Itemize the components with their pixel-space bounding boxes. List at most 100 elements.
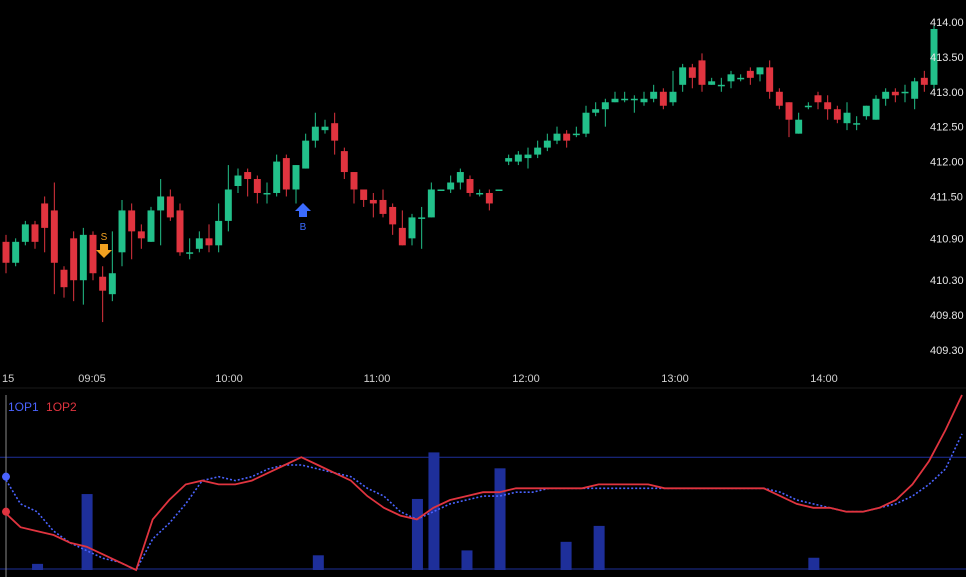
candle[interactable] (862, 105, 870, 120)
candle[interactable] (89, 231, 97, 281)
candle[interactable] (688, 63, 696, 89)
candle[interactable] (2, 234, 10, 274)
candle[interactable] (495, 189, 503, 191)
candle[interactable] (331, 112, 339, 155)
candle[interactable] (853, 116, 861, 131)
candle[interactable] (524, 147, 532, 169)
candle[interactable] (563, 130, 571, 148)
candle[interactable] (466, 175, 474, 197)
candle[interactable] (872, 95, 880, 120)
candle[interactable] (292, 165, 300, 204)
oscillator-pane[interactable] (0, 387, 966, 577)
candle[interactable] (708, 77, 716, 85)
candle[interactable] (804, 102, 812, 110)
candle[interactable] (882, 88, 890, 106)
candle[interactable] (534, 140, 542, 159)
candle[interactable] (592, 102, 600, 117)
candle[interactable] (21, 220, 29, 246)
candle[interactable] (215, 203, 223, 253)
candle[interactable] (253, 175, 261, 204)
candle[interactable] (456, 168, 464, 190)
candle[interactable] (746, 67, 754, 85)
candle[interactable] (640, 91, 648, 106)
candle[interactable] (350, 172, 358, 204)
candle[interactable] (824, 95, 832, 120)
candle[interactable] (756, 67, 764, 82)
indicator-legend[interactable]: 1OP1 1OP2 (8, 400, 77, 414)
candle[interactable] (727, 70, 735, 89)
candle[interactable] (311, 112, 319, 148)
candle[interactable] (128, 203, 136, 260)
candle[interactable] (302, 133, 310, 169)
candle[interactable] (795, 112, 803, 134)
candle[interactable] (70, 231, 78, 302)
buy-signal[interactable]: B (295, 203, 311, 233)
candle[interactable] (891, 88, 899, 103)
candle[interactable] (263, 182, 271, 204)
candle[interactable] (137, 224, 145, 249)
candle[interactable] (41, 196, 49, 253)
candle[interactable] (379, 189, 387, 218)
series-line-1OP2[interactable] (3, 394, 963, 572)
candle[interactable] (737, 74, 745, 82)
candle[interactable] (572, 126, 580, 138)
candle[interactable] (99, 266, 107, 323)
candle[interactable] (543, 133, 551, 152)
candle[interactable] (79, 227, 87, 305)
candle[interactable] (108, 231, 116, 302)
candle[interactable] (843, 102, 851, 131)
candle[interactable] (920, 70, 928, 92)
candle[interactable] (340, 147, 348, 180)
candle[interactable] (369, 192, 377, 218)
candle[interactable] (775, 88, 783, 110)
candle[interactable] (679, 63, 687, 92)
time-axis[interactable]: 15 09:05 10:00 11:00 12:00 13:00 14:00 (2, 373, 838, 385)
candle[interactable] (447, 175, 455, 193)
candle[interactable] (157, 179, 165, 246)
price-pane[interactable] (2, 25, 938, 323)
candle[interactable] (321, 119, 329, 134)
candle[interactable] (427, 182, 435, 218)
candle[interactable] (698, 53, 706, 92)
sell-signal[interactable]: S (96, 232, 112, 258)
candle[interactable] (485, 189, 493, 211)
candle[interactable] (408, 213, 416, 246)
candle[interactable] (476, 189, 484, 197)
candle[interactable] (118, 199, 126, 267)
candle[interactable] (437, 189, 445, 191)
candle[interactable] (785, 102, 793, 138)
candle[interactable] (814, 91, 822, 110)
candle[interactable] (669, 70, 677, 106)
candle[interactable] (273, 154, 281, 197)
candle[interactable] (234, 168, 242, 193)
candle[interactable] (930, 25, 938, 89)
candle[interactable] (766, 60, 774, 99)
candle[interactable] (389, 203, 397, 235)
series-line-1OP1[interactable] (3, 433, 963, 572)
candle[interactable] (186, 238, 194, 260)
candle[interactable] (12, 238, 20, 267)
candle[interactable] (582, 105, 590, 138)
candle[interactable] (514, 151, 522, 166)
candle[interactable] (630, 95, 638, 113)
candle[interactable] (505, 154, 513, 166)
candle[interactable] (147, 206, 155, 242)
candle[interactable] (911, 77, 919, 110)
candle[interactable] (244, 168, 252, 197)
candle[interactable] (398, 210, 406, 246)
candle[interactable] (611, 91, 619, 103)
candle[interactable] (60, 266, 68, 298)
candle[interactable] (833, 105, 841, 124)
candle[interactable] (195, 231, 203, 253)
candle[interactable] (31, 220, 39, 249)
candle[interactable] (659, 88, 667, 110)
candle[interactable] (166, 189, 174, 221)
candle[interactable] (717, 77, 725, 92)
candle[interactable] (282, 154, 290, 197)
candle[interactable] (360, 189, 368, 207)
candle[interactable] (901, 84, 909, 103)
candle[interactable] (418, 206, 426, 249)
candle[interactable] (553, 126, 561, 145)
candle[interactable] (650, 84, 658, 103)
